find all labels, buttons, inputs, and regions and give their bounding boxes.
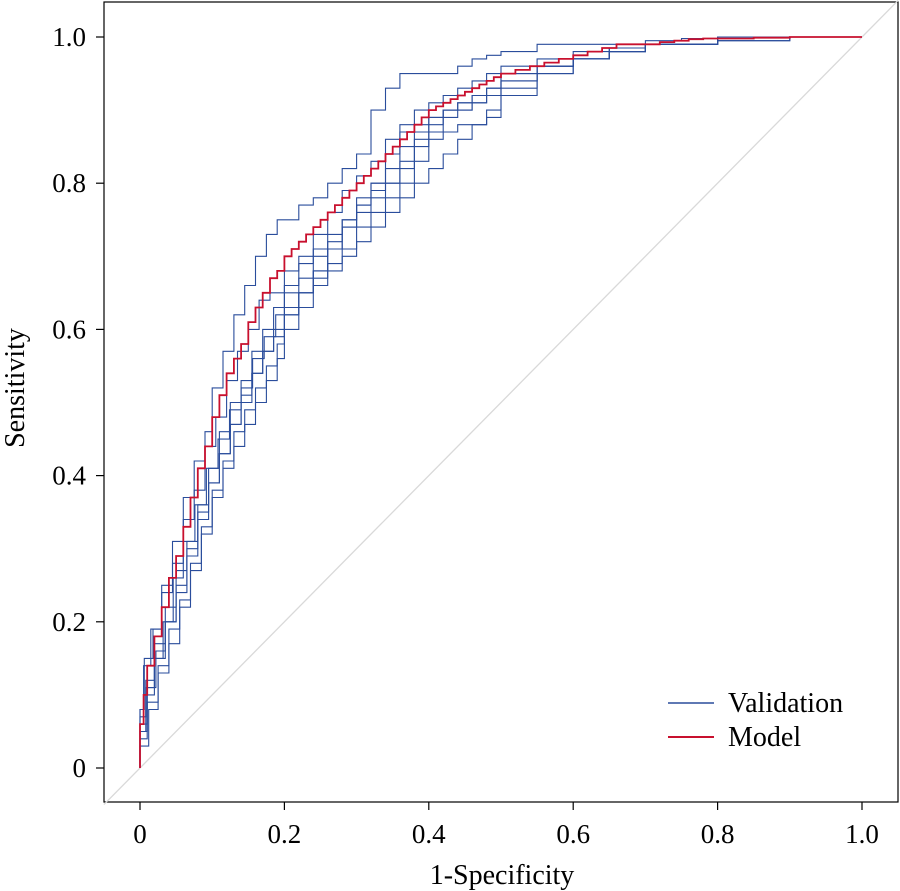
y-tick-label: 0.6 (52, 314, 86, 344)
validation-curve-2 (139, 36, 862, 768)
validation-curve-1 (139, 36, 862, 768)
x-tick-label: 0 (133, 819, 147, 849)
y-tick-label: 0 (73, 753, 87, 783)
validation-curve-8 (139, 36, 862, 768)
x-tick-label: 1.0 (845, 819, 879, 849)
legend-label-model: Model (728, 722, 801, 753)
validation-curve-7 (139, 36, 862, 768)
legend-label-validation: Validation (728, 688, 843, 719)
x-tick-label: 0.2 (268, 819, 302, 849)
legend: Validation Model (668, 688, 843, 753)
series-layer (139, 36, 862, 768)
x-tick-label: 0.8 (701, 819, 735, 849)
model-curve (139, 36, 862, 768)
reference-diagonal-layer (103, 0, 899, 806)
y-tick-label: 0.2 (52, 607, 86, 637)
x-tick-label: 0.6 (556, 819, 590, 849)
y-axis-ticks: 0 0.2 0.4 0.6 0.8 1.0 (52, 22, 104, 783)
y-axis-title: Sensitivity (0, 328, 31, 448)
x-tick-label: 0.4 (412, 819, 446, 849)
y-tick-label: 0.8 (52, 168, 86, 198)
reference-diagonal (103, 0, 899, 806)
y-tick-label: 0.4 (52, 461, 86, 491)
y-tick-label: 1.0 (52, 22, 86, 52)
x-axis-title: 1-Specificity (430, 860, 575, 891)
plot-frame (103, 1, 899, 803)
x-axis-ticks: 0 0.2 0.4 0.6 0.8 1.0 (133, 802, 879, 849)
